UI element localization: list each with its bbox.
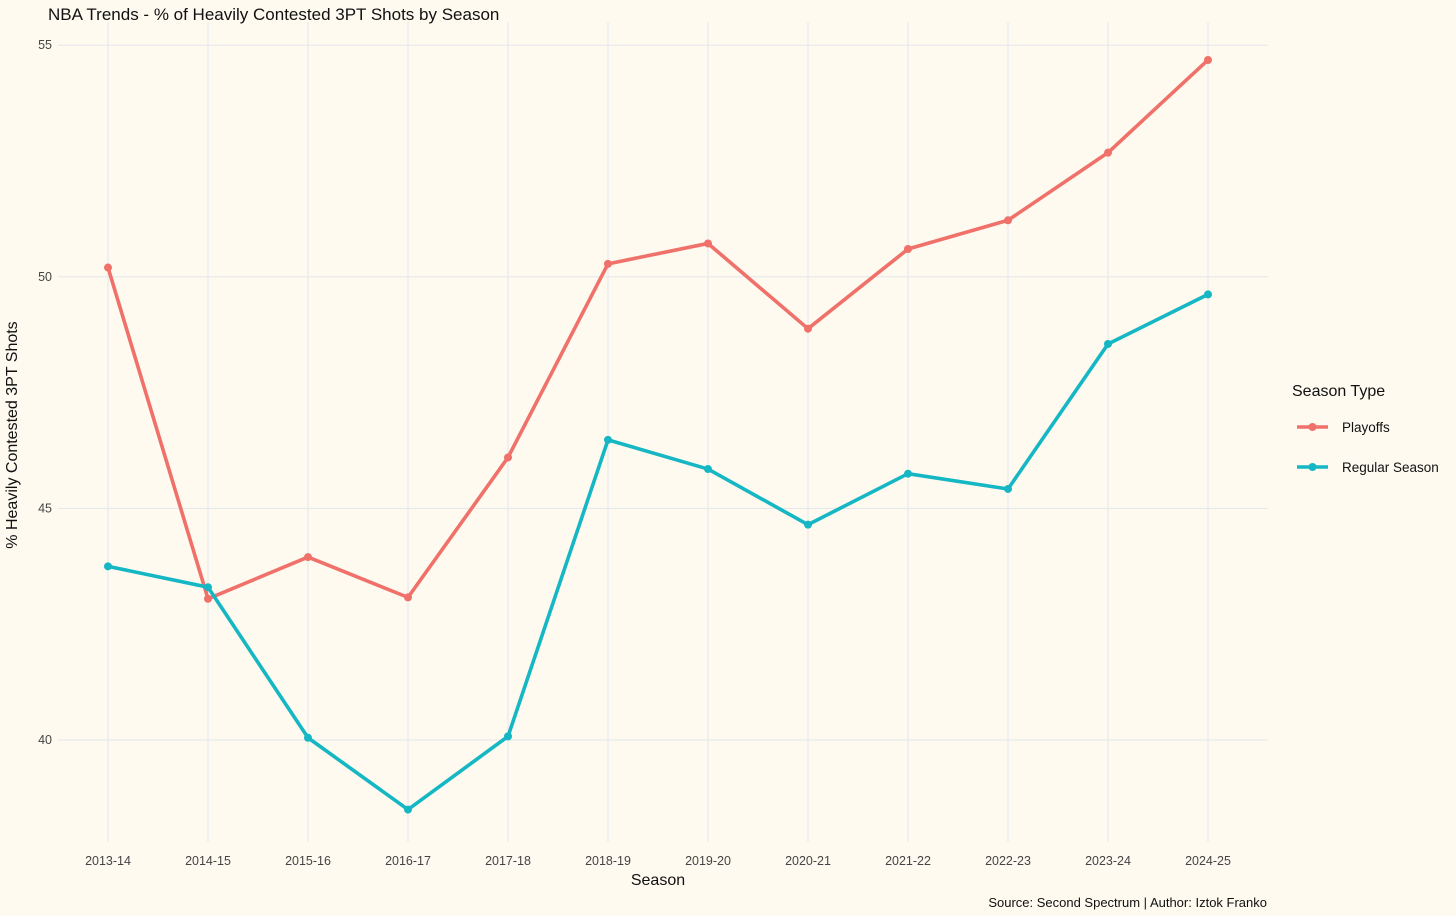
data-point [304, 733, 312, 742]
x-tick-label: 2023-24 [1085, 854, 1131, 868]
data-point [804, 324, 812, 333]
x-tick-label: 2017-18 [485, 854, 531, 868]
x-axis-title: Season [631, 872, 685, 889]
x-tick-label: 2020-21 [785, 854, 831, 868]
data-point [704, 239, 712, 248]
x-tick-labels: 2013-14 2014-15 2015-16 2016-17 2017-18 2018-… [85, 854, 1231, 868]
series-1 [104, 290, 1212, 814]
data-point [904, 245, 912, 254]
x-tick-label: 2019-20 [685, 854, 731, 868]
legend-label: Playoffs [1342, 420, 1390, 435]
caption: Source: Second Spectrum | Author: Iztok … [988, 895, 1267, 910]
data-point [504, 453, 512, 462]
data-point [804, 520, 812, 529]
x-tick-label: 2018-19 [585, 854, 631, 868]
x-tick-label: 2013-14 [85, 854, 131, 868]
data-point [1204, 290, 1212, 299]
series-line [106, 292, 1210, 812]
legend-item: Playoffs [1297, 420, 1390, 435]
data-point [504, 732, 512, 741]
x-tick-label: 2016-17 [385, 854, 431, 868]
data-point [404, 593, 412, 602]
data-point [104, 562, 112, 571]
data-point [204, 583, 212, 592]
data-point [1204, 55, 1212, 64]
y-axis-title: % Heavily Contested 3PT Shots [4, 321, 21, 548]
legend-item: Regular Season [1297, 460, 1439, 475]
gridlines [58, 22, 1268, 842]
data-point [904, 469, 912, 478]
x-tick-label: 2015-16 [285, 854, 331, 868]
legend-swatch-point [1308, 463, 1317, 471]
y-tick-labels: 40 45 50 55 [38, 38, 52, 747]
data-point [1104, 339, 1112, 348]
series-0 [104, 55, 1212, 603]
legend-items: Playoffs Regular Season [1297, 420, 1439, 475]
x-tick-label: 2022-23 [985, 854, 1031, 868]
data-point [1004, 484, 1012, 493]
series-layer [104, 55, 1212, 814]
data-point [604, 435, 612, 444]
data-point [604, 259, 612, 268]
x-tick-label: 2024-25 [1185, 854, 1231, 868]
data-point [304, 553, 312, 562]
y-tick-label: 40 [38, 733, 52, 747]
legend-title: Season Type [1292, 383, 1385, 400]
data-point [1004, 216, 1012, 225]
data-point [104, 263, 112, 272]
x-tick-label: 2014-15 [185, 854, 231, 868]
chart-title: NBA Trends - % of Heavily Contested 3PT … [48, 5, 499, 24]
y-tick-label: 45 [38, 501, 52, 515]
x-tick-label: 2021-22 [885, 854, 931, 868]
y-tick-label: 50 [38, 270, 52, 284]
series-line [106, 58, 1210, 601]
y-tick-label: 55 [38, 38, 52, 52]
legend-swatch-point [1308, 423, 1317, 431]
data-point [404, 805, 412, 814]
legend: Season Type Playoffs Regular Season [1292, 383, 1439, 475]
data-point [1104, 148, 1112, 157]
data-point [204, 594, 212, 603]
data-point [704, 465, 712, 474]
legend-label: Regular Season [1342, 460, 1439, 475]
